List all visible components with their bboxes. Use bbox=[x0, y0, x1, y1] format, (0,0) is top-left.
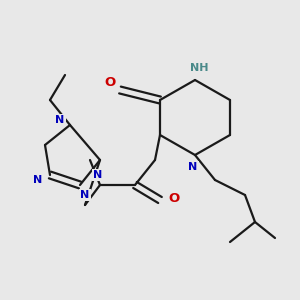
Text: N: N bbox=[33, 175, 43, 185]
Text: O: O bbox=[104, 76, 116, 88]
Text: N: N bbox=[56, 115, 64, 125]
Text: NH: NH bbox=[190, 63, 208, 73]
Text: N: N bbox=[80, 190, 90, 200]
Text: N: N bbox=[93, 170, 103, 180]
Text: N: N bbox=[188, 162, 198, 172]
Text: O: O bbox=[168, 191, 180, 205]
